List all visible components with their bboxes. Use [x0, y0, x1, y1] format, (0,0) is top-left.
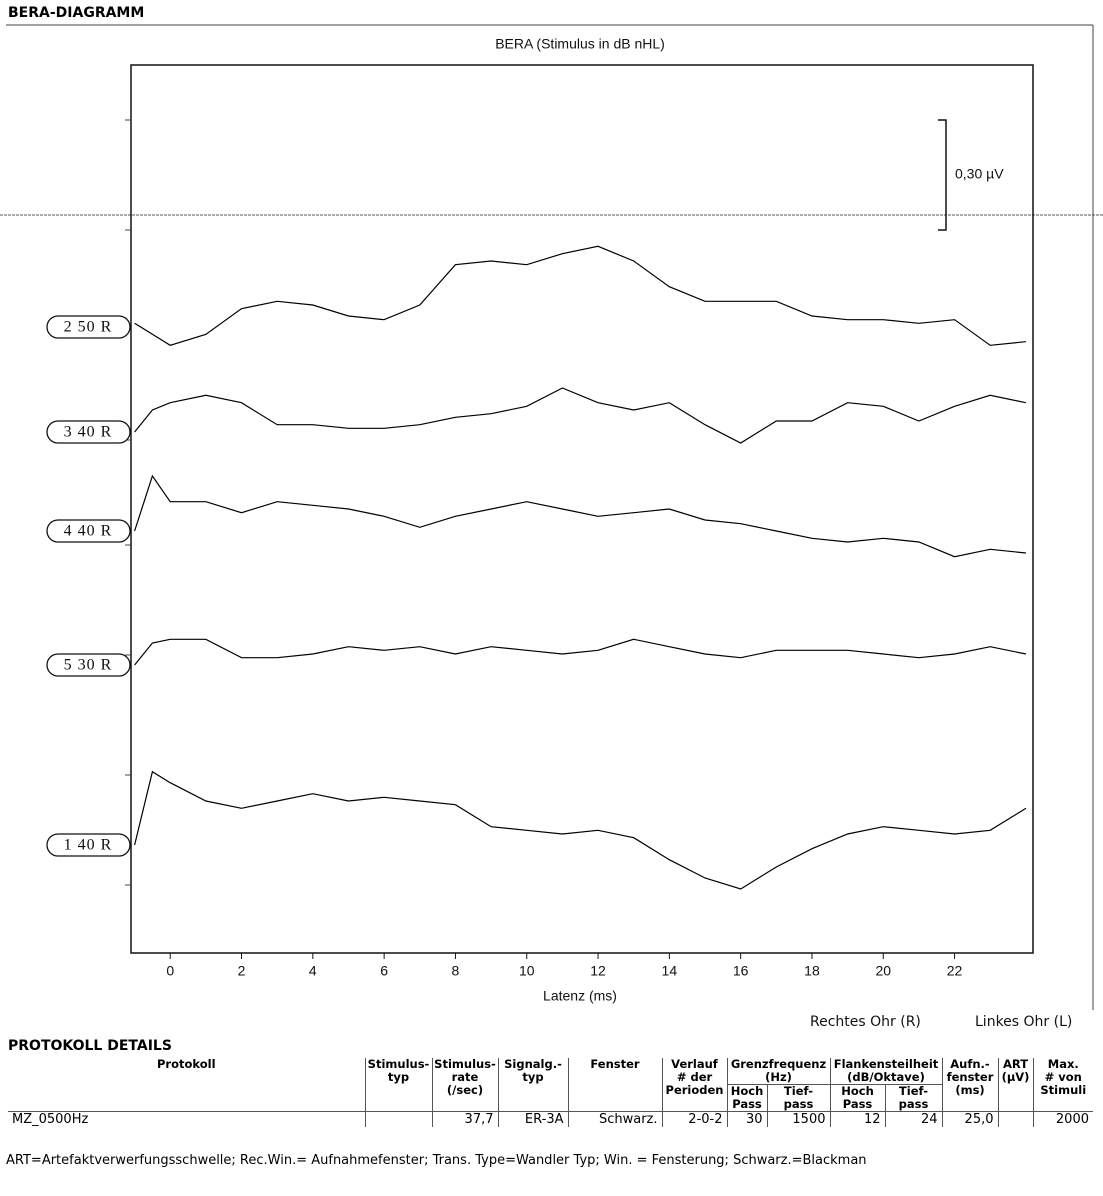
cell: ER-3A [497, 1111, 568, 1127]
header: Stimulus- rate (/sec) [431, 1058, 498, 1112]
trace-label-box [46, 420, 131, 444]
scale-bar-label: 0,30 µV [955, 166, 1004, 182]
chart-title: BERA (Stimulus in dB nHL) [495, 36, 665, 52]
x-tick-label: 14 [662, 963, 678, 979]
header: Protokoll [156, 1057, 216, 1071]
cell: Schwarz. [567, 1111, 662, 1127]
x-tick-label: 22 [947, 963, 963, 979]
trace [134, 245, 1026, 346]
header: Signalg.- typ [497, 1058, 568, 1112]
plot-area [130, 64, 1034, 954]
cell: 2000 [1032, 1111, 1093, 1127]
header: Max. # von Stimuli [1032, 1058, 1093, 1112]
x-axis-label: Latenz (ms) [543, 988, 617, 1004]
trace-label-box [46, 519, 131, 543]
trace-label-box [46, 833, 131, 857]
header: ART (µV) [997, 1058, 1033, 1112]
x-tick-label: 6 [380, 963, 388, 979]
x-tick-label: 12 [590, 963, 606, 979]
header: Flankensteilheit (dB/Oktave) [829, 1058, 942, 1085]
trace-label: 2 50 R [64, 319, 113, 336]
subheader: Hoch Pass [829, 1084, 885, 1112]
trace [134, 387, 1027, 444]
cell: 37,7 [431, 1111, 498, 1127]
trace-label: 4 40 R [64, 523, 113, 540]
cell: 1500 [766, 1111, 830, 1127]
x-tick-label: 2 [238, 963, 246, 979]
ear-label: Rechtes Ohr (R) [810, 1014, 921, 1030]
trace-label: 3 40 R [64, 424, 113, 441]
footnote: ART=Artefaktverwerfungsschwelle; Rec.Win… [6, 1153, 867, 1168]
trace-label: 1 40 R [64, 837, 113, 854]
trace-label-box [46, 653, 131, 677]
section-title: BERA-DIAGRAMM [8, 5, 145, 21]
trace-label-box [46, 315, 131, 339]
x-tick-label: 18 [804, 963, 820, 979]
trace-label: 5 30 R [64, 657, 113, 674]
cell: 24 [884, 1111, 942, 1127]
scale-bar [938, 119, 947, 231]
header: Fenster [567, 1058, 662, 1112]
subheader: Tief- pass [884, 1084, 942, 1112]
x-tick-label: 16 [733, 963, 749, 979]
trace [134, 638, 1027, 666]
subheader: Tief- pass [766, 1084, 830, 1112]
cell: MZ_0500Hz [12, 1112, 89, 1127]
x-tick-label: 20 [875, 963, 891, 979]
x-tick-label: 8 [452, 963, 460, 979]
header: Verlauf # der Perioden [661, 1058, 727, 1112]
cell: 25,0 [941, 1111, 998, 1127]
chart: BERA (Stimulus in dB nHL) Latenz (ms) Re… [0, 24, 1103, 1030]
cell [997, 1111, 1033, 1127]
trace [134, 770, 1027, 890]
subheader: Hoch Pass [726, 1084, 767, 1112]
header: Aufn.- fenster (ms) [941, 1058, 998, 1112]
trace [134, 474, 1026, 558]
protocol-table: Protokoll Stimulus- typ Stimulus- rate (… [8, 1058, 1093, 1127]
cell [364, 1111, 432, 1127]
x-tick-label: 0 [166, 963, 174, 979]
section-title: PROTOKOLL DETAILS [8, 1038, 172, 1054]
x-tick-label: 4 [309, 963, 317, 979]
x-tick-label: 10 [519, 963, 535, 979]
cell: 12 [829, 1111, 885, 1127]
header: Grenzfrequenz (Hz) [726, 1058, 830, 1085]
cell: 30 [726, 1111, 767, 1127]
header: Stimulus- typ [364, 1058, 432, 1112]
ear-label: Linkes Ohr (L) [975, 1014, 1072, 1030]
cell: 2-0-2 [661, 1111, 727, 1127]
